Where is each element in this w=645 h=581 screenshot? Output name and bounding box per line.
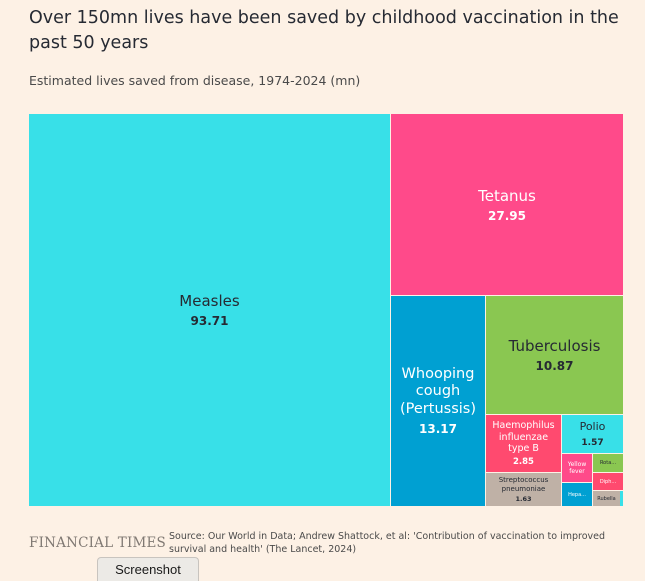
tile-label: Rota... bbox=[599, 460, 617, 466]
tile-value: 13.17 bbox=[419, 422, 457, 437]
treemap-tile: Yellow fever bbox=[562, 454, 592, 482]
ft-logo: FINANCIAL TIMES bbox=[29, 535, 167, 551]
tile-label: Tuberculosis bbox=[508, 337, 601, 355]
treemap-tile: Hepa... bbox=[562, 483, 592, 506]
tile-label: Polio bbox=[579, 420, 606, 434]
treemap-tile bbox=[620, 491, 623, 506]
source-note: Source: Our World in Data; Andrew Shatto… bbox=[169, 531, 606, 555]
tile-label: Measles bbox=[179, 292, 240, 310]
tile-label: Yellow fever bbox=[567, 460, 587, 475]
treemap-tile: Tetanus 27.95 bbox=[391, 114, 623, 295]
tile-label: Streptococcus pneumoniae bbox=[498, 476, 549, 493]
tile-label: Haemophilus influenzae type B bbox=[492, 420, 555, 455]
screenshot-tab[interactable]: Screenshot bbox=[97, 557, 199, 581]
tile-value: 93.71 bbox=[190, 314, 229, 328]
chart-title: Over 150mn lives have been saved by chil… bbox=[29, 8, 619, 53]
tile-value: 2.85 bbox=[513, 456, 534, 467]
tile-label: Tetanus bbox=[478, 186, 536, 205]
treemap-tile: Diph... bbox=[593, 473, 623, 490]
treemap-tile: Whooping cough (Pertussis) 13.17 bbox=[391, 296, 485, 506]
treemap-tile: Rubella bbox=[593, 491, 620, 506]
chart-subtitle: Estimated lives saved from disease, 1974… bbox=[29, 73, 361, 88]
tile-label: Whooping cough (Pertussis) bbox=[400, 365, 476, 417]
tile-label: Diph... bbox=[599, 478, 617, 485]
treemap-tile: Polio 1.57 bbox=[562, 415, 623, 453]
tile-label: Hepa... bbox=[568, 491, 586, 498]
tile-value: 1.63 bbox=[515, 494, 532, 503]
tile-label: Rubella bbox=[597, 495, 616, 502]
tile-value: 27.95 bbox=[488, 208, 526, 223]
treemap-tile: Measles 93.71 bbox=[29, 114, 390, 506]
treemap-chart: Measles 93.71 Tetanus 27.95 Whooping cough (Pe… bbox=[29, 114, 623, 506]
tile-value: 1.57 bbox=[581, 437, 604, 448]
treemap-tile: Rota... bbox=[593, 454, 623, 472]
tile-value: 10.87 bbox=[535, 359, 574, 373]
treemap-tile: Streptococcus pneumoniae 1.63 bbox=[486, 473, 561, 506]
treemap-tile: Tuberculosis 10.87 bbox=[486, 296, 623, 414]
treemap-tile: Haemophilus influenzae type B 2.85 bbox=[486, 415, 561, 472]
